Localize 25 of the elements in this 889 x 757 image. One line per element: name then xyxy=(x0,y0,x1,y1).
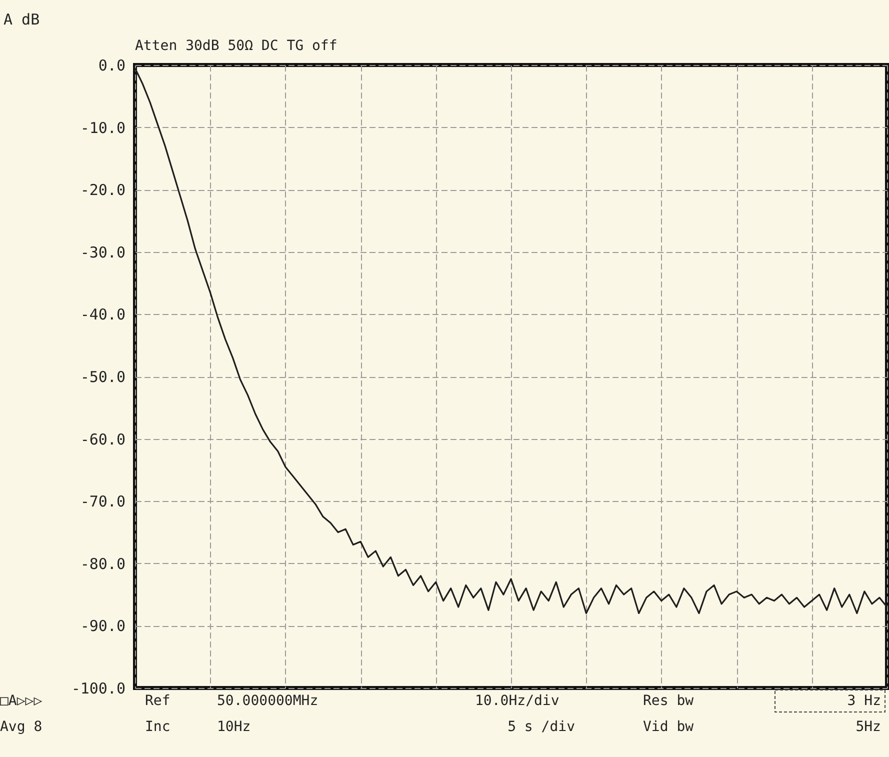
text: Res bw xyxy=(643,693,694,709)
text: Vid bw xyxy=(643,719,694,735)
y-tick-label: -70.0 xyxy=(80,492,126,511)
text: Inc xyxy=(145,719,170,735)
text: 50.000000MHz xyxy=(217,693,318,709)
text: 3 Hz xyxy=(847,693,881,709)
y-tick-label: 0.0 xyxy=(98,56,126,74)
y-tick-label: -50.0 xyxy=(80,368,126,386)
text: 5 s /div xyxy=(508,719,575,735)
text: Avg 8 xyxy=(0,719,42,735)
y-tick-label: -40.0 xyxy=(80,306,126,324)
text: 5Hz xyxy=(856,719,881,735)
y-tick-label: -60.0 xyxy=(80,430,126,448)
y-tick-label: -30.0 xyxy=(80,243,126,262)
text: 10Hz xyxy=(217,719,251,735)
y-axis-title: A dB xyxy=(4,10,40,28)
y-tick-label: -100.0 xyxy=(71,680,126,698)
text: Ref xyxy=(145,693,170,709)
y-tick-label: -20.0 xyxy=(80,181,126,200)
y-tick-label: -90.0 xyxy=(80,617,126,636)
text: Atten 30dB 50Ω DC TG off xyxy=(135,38,338,54)
text: □A▷▷▷ xyxy=(0,693,43,709)
y-tick-label: -10.0 xyxy=(80,118,126,137)
y-tick-label: -80.0 xyxy=(80,554,126,573)
text: 10.0Hz/div xyxy=(475,693,560,709)
